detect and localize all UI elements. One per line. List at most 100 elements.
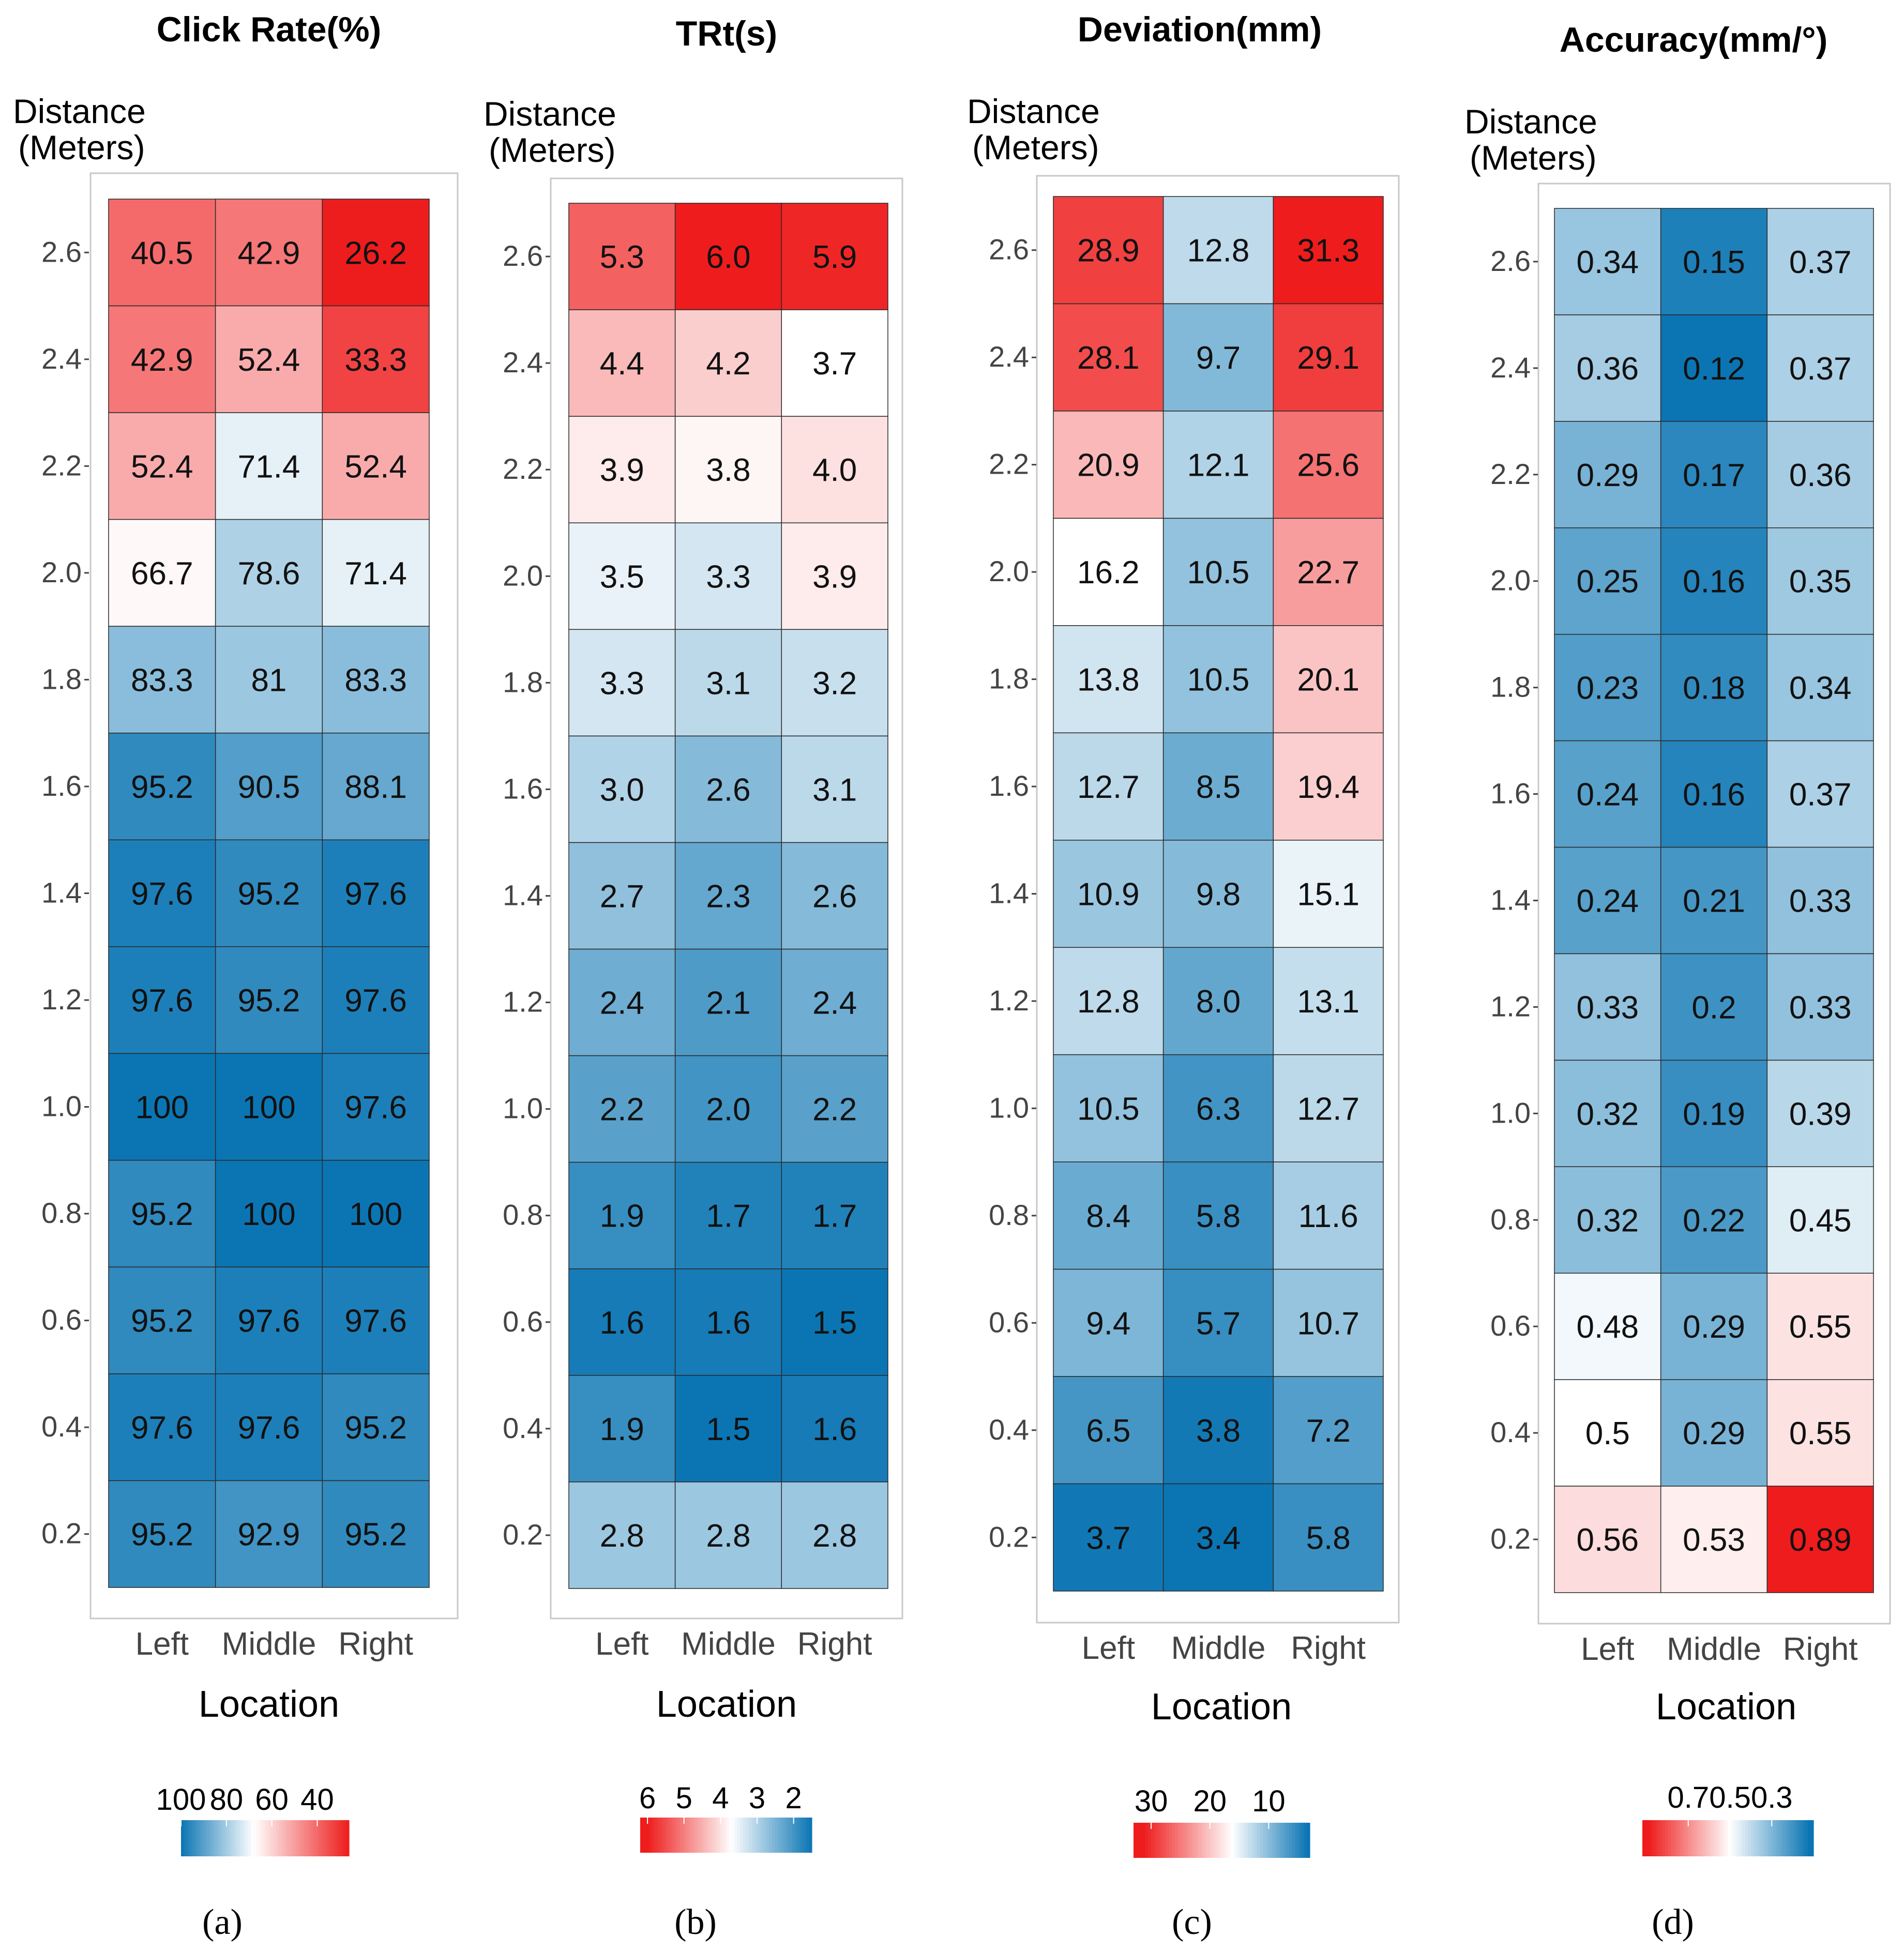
cell-value-label: 0.21 (1683, 884, 1745, 919)
heatmap-cell (1162, 840, 1274, 948)
legend-gradient-slice (1151, 1823, 1155, 1858)
heatmap-cell (781, 1161, 888, 1269)
heatmap-cell (1554, 1166, 1661, 1274)
y-tick-label: 2.0 (1490, 564, 1531, 597)
legend-gradient-slice (1142, 1823, 1146, 1858)
legend-gradient-slice (256, 1820, 260, 1856)
heatmap-cell (674, 1161, 782, 1269)
cell-value-label: 28.1 (1077, 340, 1140, 376)
cell-value-label: 0.18 (1683, 671, 1745, 706)
legend-tick-label: 100 (156, 1783, 206, 1817)
legend-gradient-slice (1665, 1820, 1669, 1856)
cell-value-label: 29.1 (1297, 340, 1359, 376)
heatmap-cell (1162, 1268, 1274, 1377)
y-axis-label-line-1: Distance (483, 95, 616, 133)
legend-gradient-slice (740, 1818, 744, 1853)
cell-value-label: 66.7 (131, 556, 193, 592)
heatmap-cell (1766, 1486, 1874, 1593)
legend-gradient-slice (1722, 1820, 1726, 1856)
legend-gradient-slice (181, 1820, 185, 1856)
legend-gradient-slice (714, 1818, 718, 1853)
heatmap-cell (781, 629, 888, 737)
y-tick-label: 2.6 (41, 235, 82, 268)
legend-gradient-slice (1274, 1823, 1278, 1858)
legend-gradient-slice (1659, 1820, 1663, 1856)
legend-gradient-slice (1289, 1823, 1293, 1858)
legend-gradient-slice (652, 1818, 655, 1853)
legend-gradient-slice (1236, 1823, 1240, 1858)
legend-gradient-slice (1736, 1820, 1740, 1856)
heatmap-cell (1053, 1483, 1164, 1592)
heatmap-cell (108, 732, 216, 840)
legend-gradient-slice (239, 1820, 243, 1856)
cell-value-label: 5.9 (812, 239, 857, 275)
legend-gradient-slice (1136, 1823, 1140, 1858)
y-tick-label: 2.4 (989, 340, 1029, 373)
legend-gradient-slice (284, 1820, 288, 1856)
chart-title: Deviation(mm) (1078, 10, 1322, 49)
legend-gradient-slice (304, 1820, 308, 1856)
cell-value-label: 0.29 (1683, 1416, 1745, 1451)
heatmap-cell (568, 1268, 676, 1376)
y-tick-label: 0.4 (989, 1413, 1029, 1446)
legend-gradient-slice (783, 1818, 787, 1853)
legend-gradient-slice (1134, 1823, 1137, 1858)
cell-value-label: 3.8 (1196, 1413, 1241, 1449)
x-tick-label: Left (595, 1626, 648, 1662)
legend-gradient-slice (282, 1820, 285, 1856)
heatmap-cell (674, 735, 782, 843)
heatmap-cell (568, 629, 676, 737)
cell-value-label: 97.6 (131, 1410, 193, 1446)
cell-value-label: 4.0 (812, 452, 857, 488)
cell-value-label: 2.2 (812, 1092, 857, 1128)
legend-gradient-slice (1793, 1820, 1797, 1856)
legend-gradient-slice (1174, 1823, 1178, 1858)
heatmap-cell (1766, 740, 1874, 848)
cell-value-label: 0.33 (1789, 990, 1852, 1025)
legend-gradient-slice (1750, 1820, 1754, 1856)
heatmap-cell (1162, 732, 1274, 841)
cell-value-label: 0.53 (1683, 1522, 1745, 1558)
legend-gradient-slice (674, 1818, 678, 1853)
cell-value-label: 8.0 (1196, 984, 1241, 1020)
heatmap-cell (568, 948, 676, 1056)
legend-gradient-slice (321, 1820, 324, 1856)
legend-gradient-slice (726, 1818, 730, 1853)
heatmap-cell (1273, 411, 1384, 519)
cell-value-label: 97.6 (344, 1090, 407, 1126)
cell-value-label: 3.9 (812, 559, 857, 595)
legend-gradient-slice (1239, 1823, 1243, 1858)
legend-gradient-slice (703, 1818, 706, 1853)
legend-gradient-slice (677, 1818, 681, 1853)
legend-gradient-slice (1785, 1820, 1788, 1856)
legend-gradient-slice (1705, 1820, 1709, 1856)
legend-gradient-slice (270, 1820, 274, 1856)
cell-value-label: 10.5 (1077, 1091, 1140, 1127)
cell-value-label: 8.4 (1086, 1199, 1130, 1234)
cell-value-label: 0.19 (1683, 1096, 1745, 1132)
legend-gradient-slice (671, 1818, 675, 1853)
legend-gradient-slice (273, 1820, 277, 1856)
y-tick-label: 0.4 (503, 1412, 543, 1444)
cell-value-label: 0.15 (1683, 245, 1745, 280)
heatmap-cell (568, 1055, 676, 1163)
y-tick-label: 1.6 (1490, 777, 1531, 810)
cell-value-label: 0.5 (1585, 1416, 1630, 1451)
legend-gradient-slice (1216, 1823, 1219, 1858)
legend-gradient-slice (657, 1818, 661, 1853)
legend-gradient-slice (234, 1820, 237, 1856)
cell-value-label: 31.3 (1297, 233, 1359, 269)
legend-gradient-slice (700, 1818, 704, 1853)
cell-value-label: 0.2 (1691, 990, 1736, 1025)
y-tick-label: 1.0 (989, 1091, 1029, 1124)
cell-value-label: 1.6 (706, 1305, 750, 1341)
legend-tick-label: 5 (676, 1781, 692, 1815)
legend-gradient-slice (1166, 1823, 1169, 1858)
heatmap-cell (674, 1375, 782, 1482)
legend-gradient-slice (1748, 1820, 1751, 1856)
legend-gradient-slice (1719, 1820, 1723, 1856)
cell-value-label: 78.6 (238, 556, 300, 592)
legend-gradient-slice (777, 1818, 781, 1853)
cell-value-label: 97.6 (344, 983, 407, 1019)
